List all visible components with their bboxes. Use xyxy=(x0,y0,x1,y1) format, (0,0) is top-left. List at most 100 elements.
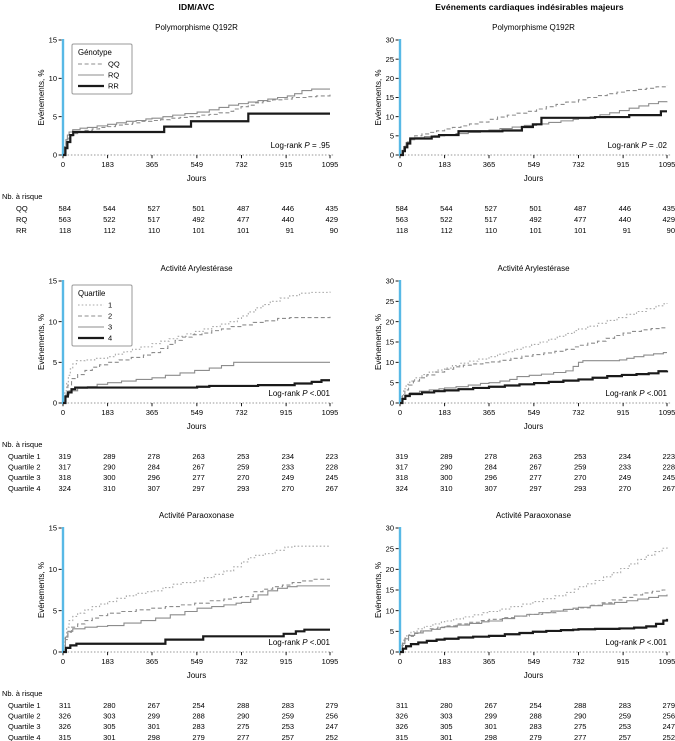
legend-item-label: 2 xyxy=(108,312,112,321)
risk-value: 303 xyxy=(103,712,116,721)
risk-value: 435 xyxy=(325,204,338,213)
risk-value: 223 xyxy=(662,452,675,461)
series-RQ xyxy=(63,88,330,156)
x-tick-label: 915 xyxy=(617,160,630,169)
risk-value: 492 xyxy=(529,215,542,224)
risk-value: 290 xyxy=(574,712,587,721)
risk-row-label: Quartile 2 xyxy=(8,463,41,472)
risk-value: 101 xyxy=(529,226,542,235)
risk-value: 267 xyxy=(325,484,338,493)
x-tick-label: 1095 xyxy=(659,408,675,417)
risk-value: 563 xyxy=(395,215,408,224)
y-tick-label: 10 xyxy=(49,74,57,83)
risk-value: 267 xyxy=(147,701,160,710)
y-tick-label: 25 xyxy=(386,297,394,306)
x-tick-label: 365 xyxy=(146,657,159,666)
legend-title: Génotype xyxy=(78,48,112,57)
risk-value: 298 xyxy=(147,733,160,741)
risk-value: 517 xyxy=(484,215,497,224)
y-tick-label: 5 xyxy=(53,112,57,121)
panel-title: Polymorphisme Q192R xyxy=(492,23,575,32)
x-axis-label: Jours xyxy=(524,174,544,183)
risk-value: 527 xyxy=(147,204,160,213)
series-4 xyxy=(63,379,330,405)
x-tick-label: 183 xyxy=(438,160,451,169)
x-tick-label: 365 xyxy=(146,160,159,169)
risk-value: 267 xyxy=(662,484,675,493)
risk-value: 318 xyxy=(395,473,408,482)
risk-value: 311 xyxy=(59,701,71,710)
risk-value: 263 xyxy=(529,452,542,461)
y-axis-label: Evénements, % xyxy=(374,562,383,618)
risk-value: 446 xyxy=(282,204,295,213)
risk-value: 293 xyxy=(237,484,250,493)
risk-value: 289 xyxy=(440,452,453,461)
risk-value: 267 xyxy=(484,701,497,710)
risk-row-label: Quartile 3 xyxy=(8,473,41,482)
x-tick-label: 183 xyxy=(101,408,114,417)
risk-value: 270 xyxy=(282,484,295,493)
risk-value: 278 xyxy=(484,452,497,461)
risk-value: 267 xyxy=(192,463,205,472)
risk-value: 90 xyxy=(667,226,675,235)
risk-value: 280 xyxy=(440,701,453,710)
x-axis-label: Jours xyxy=(524,422,544,431)
risk-value: 298 xyxy=(484,733,497,741)
x-tick-label: 915 xyxy=(280,408,293,417)
risk-value: 283 xyxy=(619,701,632,710)
risk-value: 263 xyxy=(192,452,205,461)
x-tick-label: 0 xyxy=(61,160,65,169)
risk-value: 253 xyxy=(574,452,587,461)
panel-title: Activité Arylestérase xyxy=(497,264,570,273)
y-tick-label: 20 xyxy=(386,317,394,326)
logrank-text: Log-rank P = .02 xyxy=(608,141,668,150)
risk-value: 317 xyxy=(58,463,71,472)
risk-value: 288 xyxy=(529,712,542,721)
risk-value: 319 xyxy=(58,452,71,461)
risk-value: 277 xyxy=(529,473,542,482)
x-tick-label: 915 xyxy=(617,657,630,666)
risk-row-label: QQ xyxy=(16,204,28,213)
risk-value: 259 xyxy=(619,712,632,721)
y-tick-label: 10 xyxy=(386,606,394,615)
x-tick-label: 0 xyxy=(398,408,402,417)
risk-value: 234 xyxy=(619,452,632,461)
x-tick-label: 0 xyxy=(398,160,402,169)
risk-value: 522 xyxy=(440,215,453,224)
panel-r1c1: Activité Arylestérase 0 183 365 549 732 915 109… xyxy=(374,264,675,493)
risk-value: 317 xyxy=(395,463,408,472)
panel-r1c0: Activité Arylestérase 0 183 365 549 732 915 109… xyxy=(2,264,338,493)
risk-value: 544 xyxy=(440,204,453,213)
risk-value: 228 xyxy=(325,463,338,472)
y-tick-label: 30 xyxy=(386,277,394,286)
risk-row-label: RR xyxy=(16,226,27,235)
risk-value: 544 xyxy=(103,204,116,213)
risk-value: 283 xyxy=(282,701,295,710)
x-tick-label: 1095 xyxy=(659,160,675,169)
x-tick-label: 549 xyxy=(191,160,204,169)
x-tick-label: 732 xyxy=(572,160,585,169)
risk-value: 233 xyxy=(282,463,295,472)
x-axis-label: Jours xyxy=(524,671,544,680)
y-tick-label: 15 xyxy=(49,524,57,533)
y-tick-label: 0 xyxy=(53,648,57,657)
y-axis-label: Evénements, % xyxy=(37,562,46,618)
x-tick-label: 365 xyxy=(146,408,159,417)
risk-value: 324 xyxy=(395,484,408,493)
y-tick-label: 5 xyxy=(390,378,394,387)
risk-row-label: Quartile 4 xyxy=(8,484,41,493)
risk-value: 527 xyxy=(484,204,497,213)
risk-value: 280 xyxy=(103,701,116,710)
risk-value: 112 xyxy=(104,226,116,235)
risk-value: 259 xyxy=(237,463,250,472)
risk-value: 326 xyxy=(58,712,71,721)
x-tick-label: 1095 xyxy=(322,657,339,666)
x-tick-label: 0 xyxy=(398,657,402,666)
risk-value: 110 xyxy=(485,226,497,235)
series-4 xyxy=(400,370,669,405)
x-tick-label: 549 xyxy=(528,160,541,169)
risk-value: 249 xyxy=(619,473,632,482)
y-tick-label: 30 xyxy=(386,524,394,533)
risk-value: 253 xyxy=(237,452,250,461)
risk-value: 257 xyxy=(282,733,295,741)
